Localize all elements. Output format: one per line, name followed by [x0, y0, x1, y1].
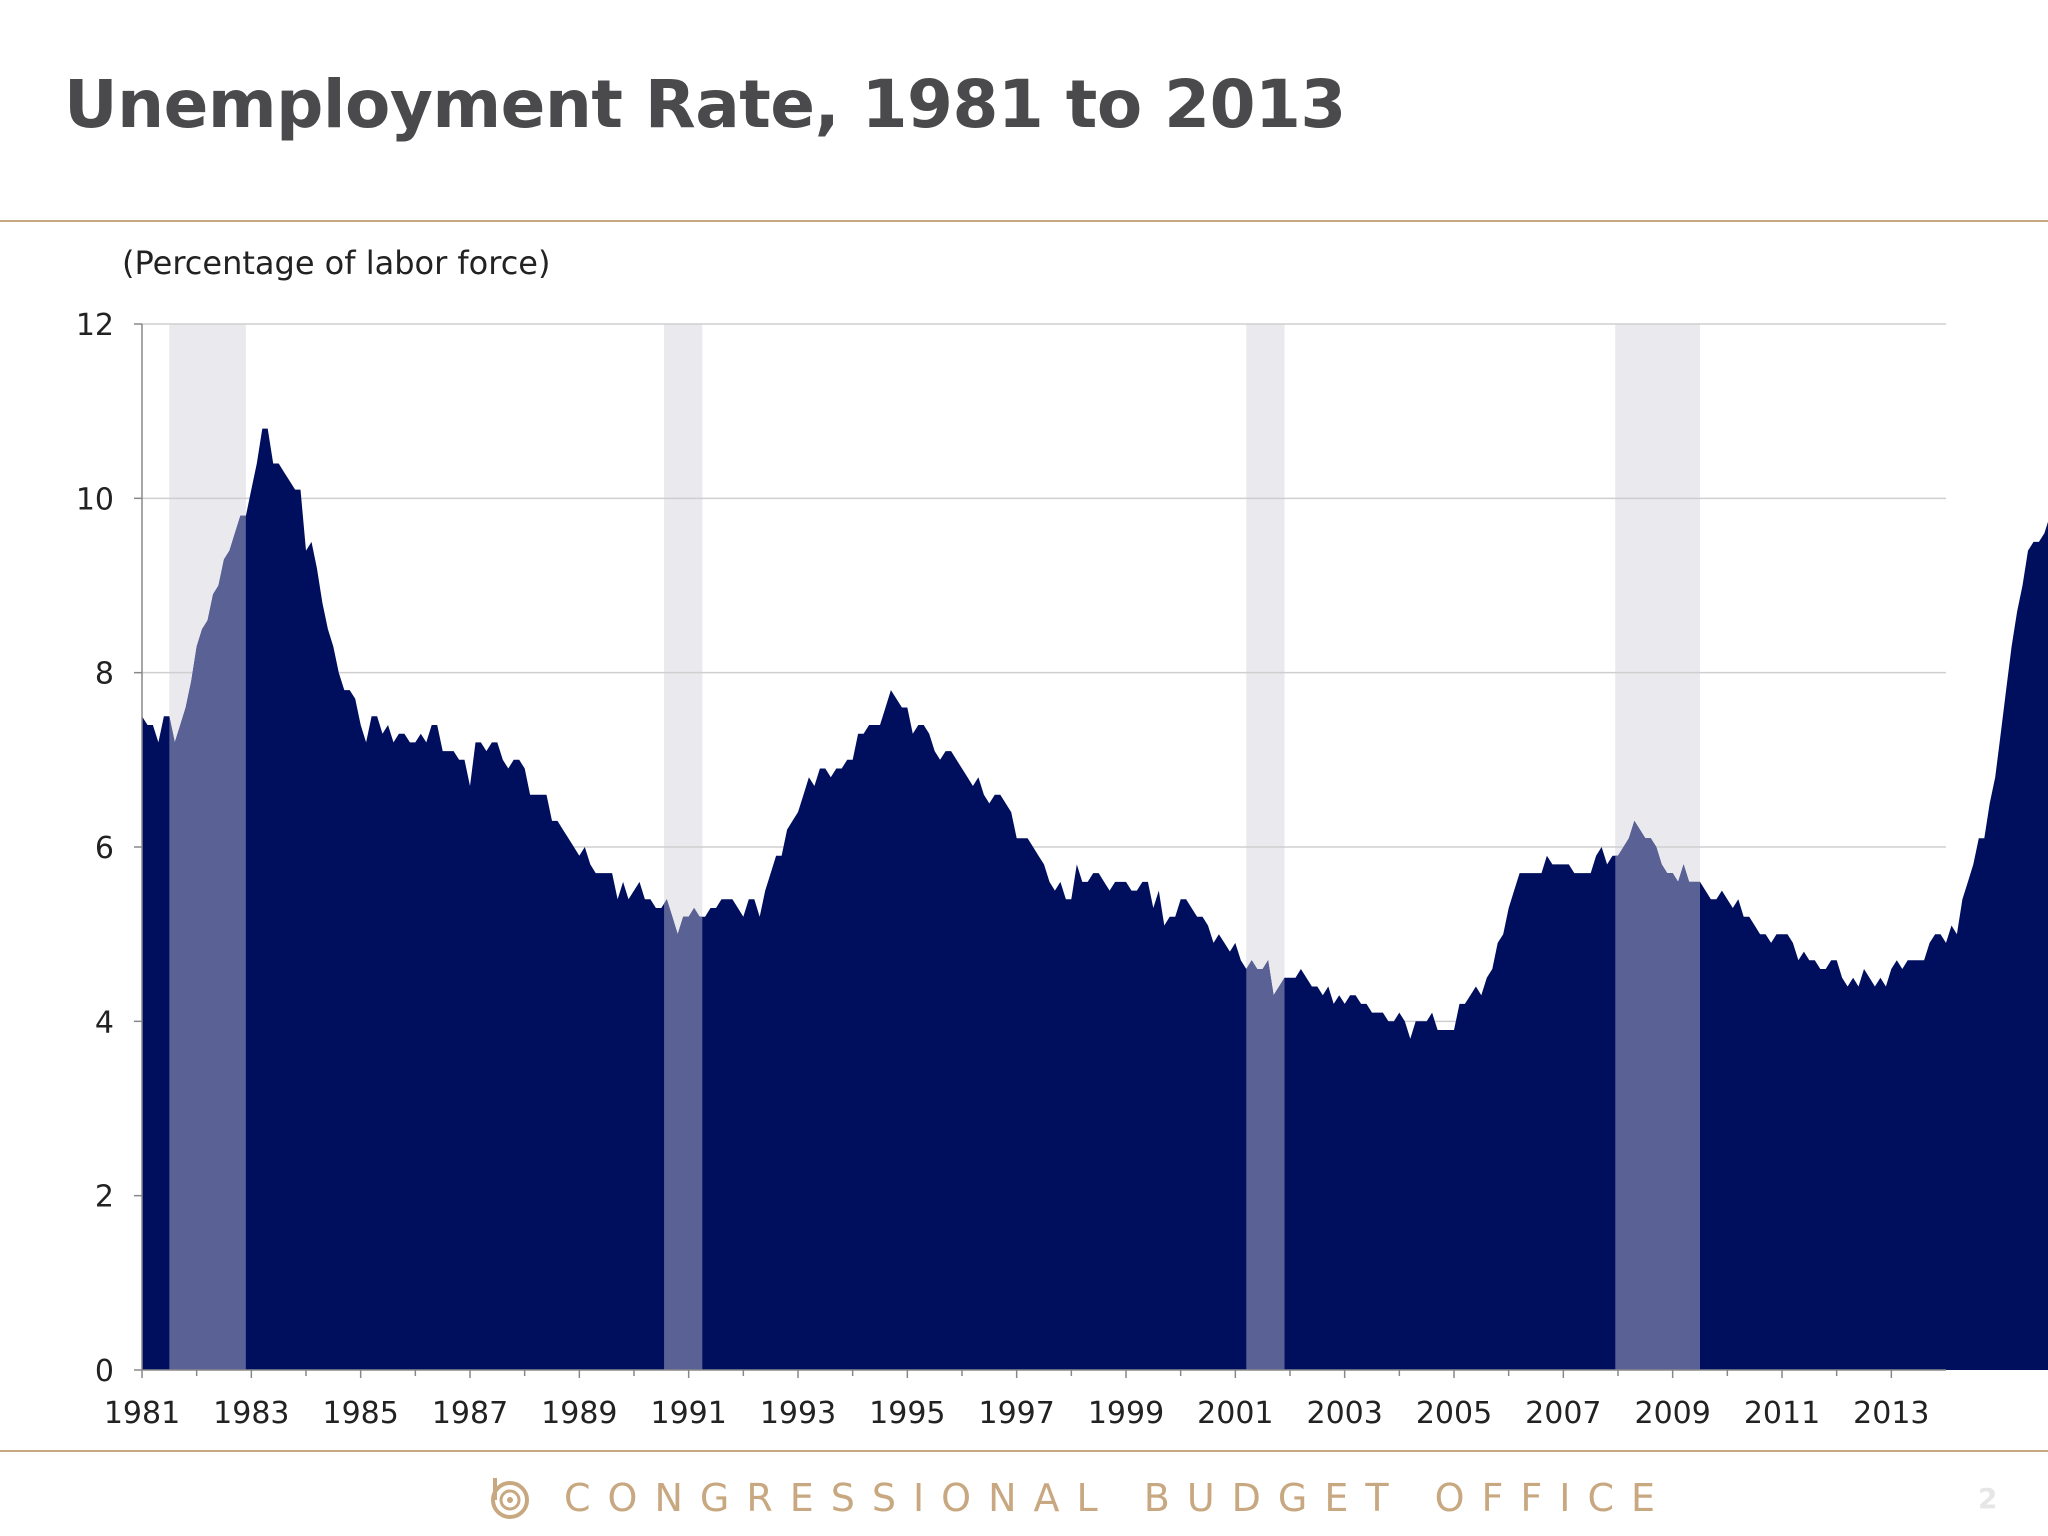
y-tick-label: 2 [95, 1180, 114, 1215]
footer-agency-name: CONGRESSIONAL BUDGET OFFICE [564, 1476, 1673, 1520]
x-tick-labels: 1981 1983 1985 1987 1989 1991 1993 1995 1997 1999… [104, 1396, 1930, 1431]
x-tick-label: 1989 [541, 1396, 617, 1431]
cbo-logo-icon [491, 1478, 529, 1519]
y-axis-label: (Percentage of labor force) [122, 244, 550, 282]
recession-area-overlay-0 [169, 515, 246, 1370]
y-tick-label: 0 [95, 1354, 114, 1389]
slide-title: Unemployment Rate, 1981 to 2013 [64, 66, 1346, 143]
axes [134, 323, 1946, 1378]
title-divider [0, 220, 2048, 222]
y-tick-label: 4 [95, 1005, 114, 1040]
footer: CONGRESSIONAL BUDGET OFFICE 2 [0, 1468, 2048, 1528]
x-tick-label: 2009 [1634, 1396, 1710, 1431]
y-tick-labels: 0 2 4 6 8 10 12 [76, 308, 114, 1389]
x-tick-label: 2013 [1853, 1396, 1929, 1431]
x-tick-label: 1983 [213, 1396, 289, 1431]
x-tick-label: 1993 [760, 1396, 836, 1431]
data-area [142, 428, 2048, 1370]
y-tick-label: 12 [76, 308, 114, 343]
x-tick-label: 1999 [1088, 1396, 1164, 1431]
x-tick-label: 1981 [104, 1396, 180, 1431]
x-tick-label: 1987 [432, 1396, 508, 1431]
y-tick-label: 10 [76, 482, 114, 517]
x-tick-label: 2005 [1416, 1396, 1492, 1431]
y-tick-label: 8 [95, 657, 114, 692]
recession-area-overlay-1 [664, 899, 703, 1370]
recession-area-overlay-3 [1615, 820, 1701, 1370]
x-tick-label: 1985 [322, 1396, 398, 1431]
x-tick-label: 2001 [1197, 1396, 1273, 1431]
x-tick-label: 1997 [978, 1396, 1054, 1431]
x-tick-label: 2007 [1525, 1396, 1601, 1431]
page-number: 2 [1978, 1482, 1998, 1515]
x-tick-label: 2003 [1306, 1396, 1382, 1431]
x-tick-label: 1991 [650, 1396, 726, 1431]
recession-area-overlay-2 [1246, 960, 1285, 1370]
unemployment-area [142, 428, 2048, 1370]
x-tick-label: 1995 [869, 1396, 945, 1431]
footer-divider [0, 1450, 2048, 1452]
y-tick-label: 6 [95, 831, 114, 866]
x-tick-label: 2011 [1744, 1396, 1820, 1431]
